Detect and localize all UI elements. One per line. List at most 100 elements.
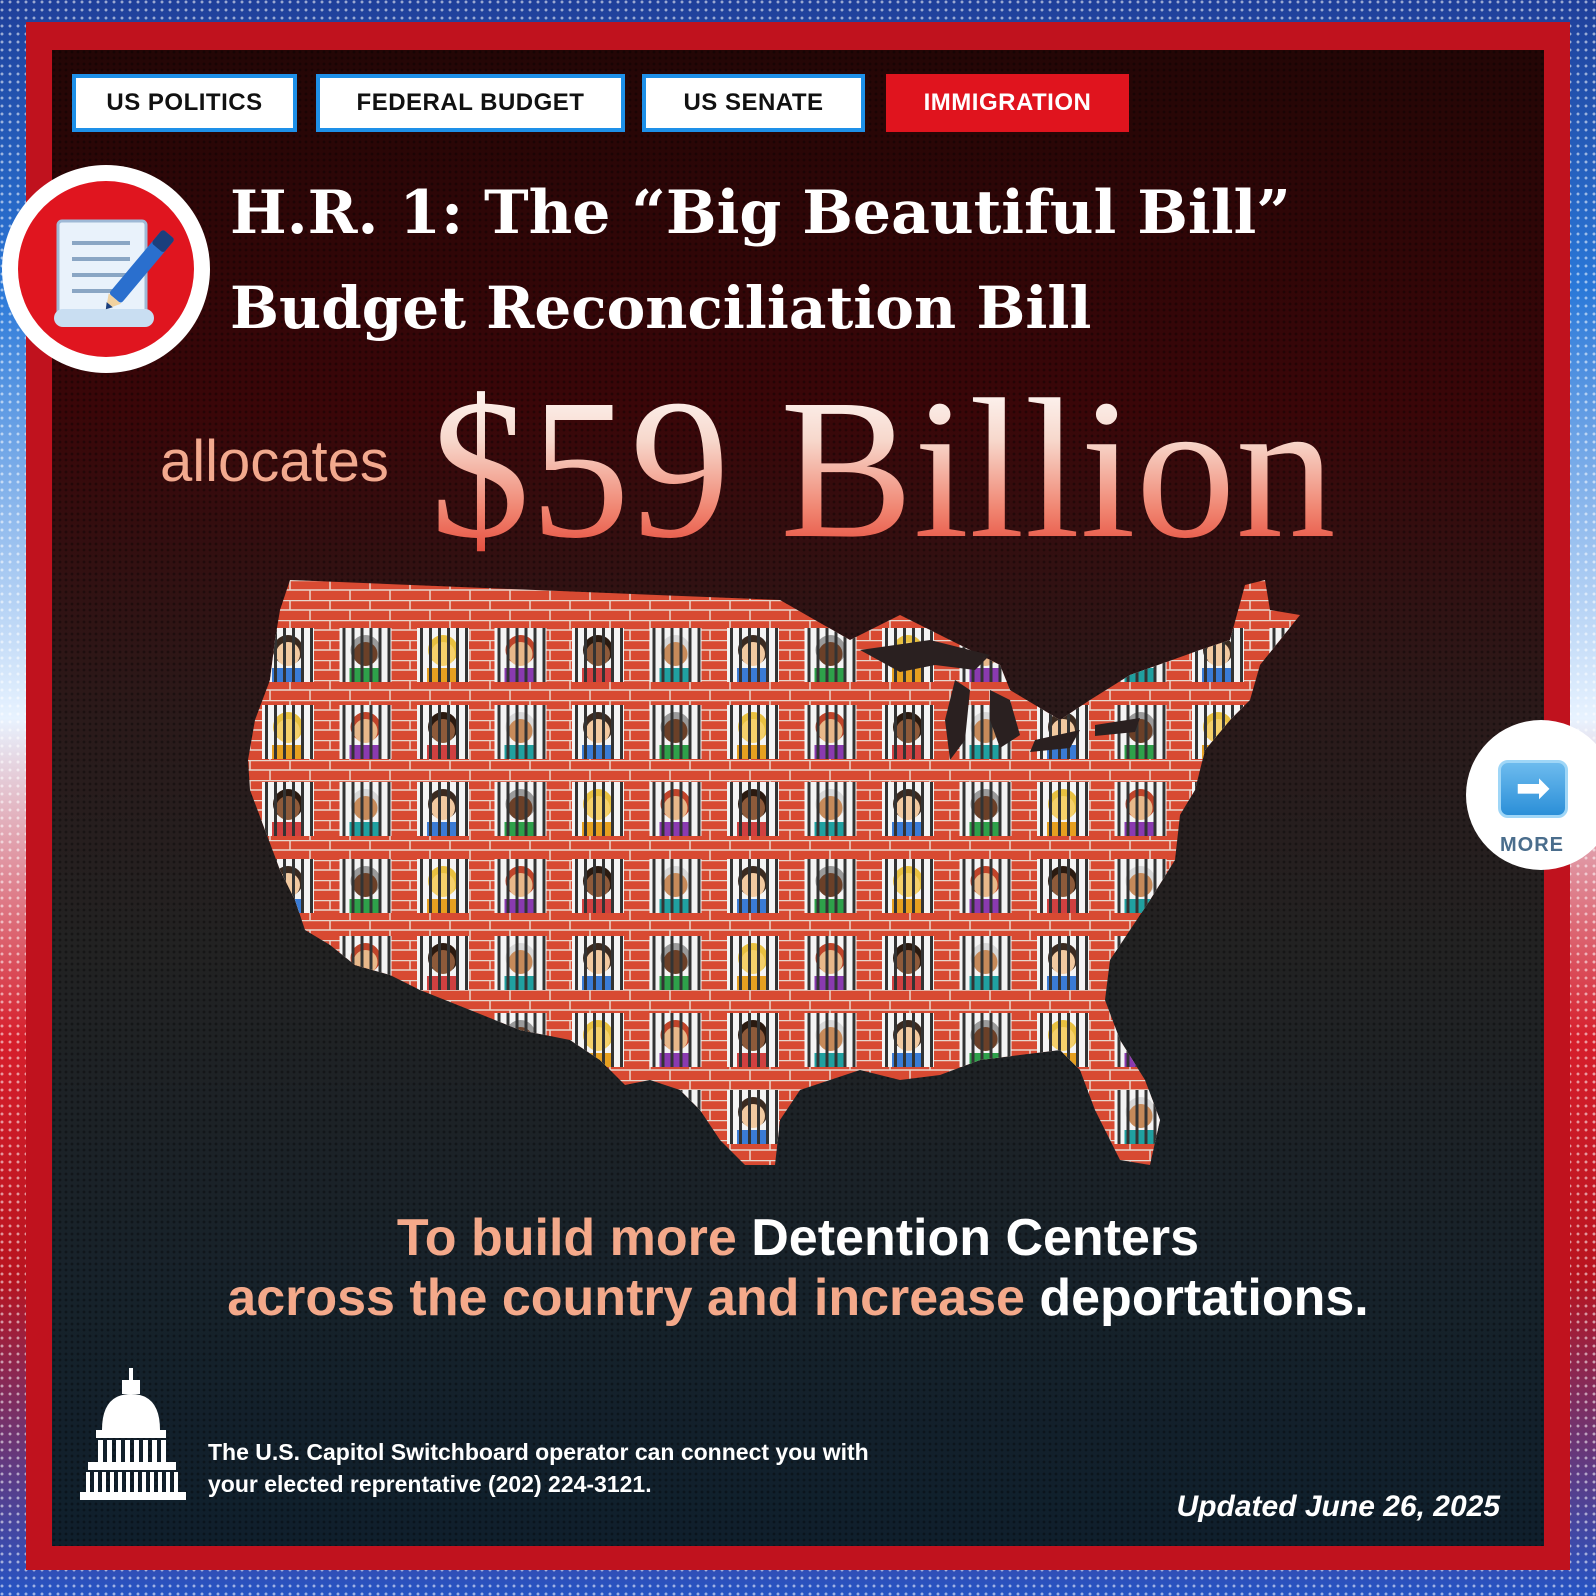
jail-cell-icon xyxy=(1192,705,1244,759)
jail-cell-icon xyxy=(417,936,469,990)
jail-cell-icon xyxy=(804,1013,857,1067)
jail-cell-icon xyxy=(882,705,934,759)
jail-cell-icon xyxy=(1192,1090,1244,1144)
jail-cell-icon xyxy=(494,859,547,913)
jail-cell-icon xyxy=(339,859,392,913)
jail-cell-icon xyxy=(882,936,934,990)
page-title-line1: H.R. 1: The “Big Beautiful Bill” xyxy=(230,178,1291,248)
tag-us-politics[interactable]: US POLITICS xyxy=(72,74,297,132)
tag-immigration[interactable]: IMMIGRATION xyxy=(886,74,1129,132)
jail-cell-icon xyxy=(1037,859,1089,913)
jail-cell-icon xyxy=(262,859,314,913)
jail-cell-icon xyxy=(727,628,779,682)
jail-cell-icon xyxy=(804,628,857,682)
jail-cell-icon xyxy=(494,628,547,682)
jail-cell-icon xyxy=(804,705,857,759)
jail-cell-icon xyxy=(649,705,702,759)
switchboard-note-line2: your elected reprentative (202) 224-3121… xyxy=(208,1471,652,1497)
jail-cell-icon xyxy=(1269,1013,1300,1067)
jail-cell-icon xyxy=(649,936,702,990)
jail-cell-icon xyxy=(1269,859,1300,913)
jail-cell-icon xyxy=(572,1090,624,1144)
caption-line1-emphasis-a: To build more xyxy=(396,1209,752,1267)
page-title-line2: Budget Reconciliation Bill xyxy=(230,274,1092,342)
jail-cell-icon xyxy=(339,1013,392,1067)
caption-line2: across the country and increase deportat… xyxy=(0,1268,1596,1328)
jail-cell-icon xyxy=(959,1090,1012,1144)
jail-cell-icon xyxy=(727,859,779,913)
jail-cell-icon xyxy=(1269,782,1300,836)
jail-cell-icon xyxy=(1192,782,1244,836)
jail-cell-icon xyxy=(1037,782,1089,836)
jail-cell-icon xyxy=(804,859,857,913)
jail-cell-icon xyxy=(494,1013,547,1067)
jail-cell-icon xyxy=(494,782,547,836)
jail-cell-icon xyxy=(882,859,934,913)
document-pen-icon xyxy=(2,165,210,373)
jail-cell-icon xyxy=(1114,936,1167,990)
jail-cell-icon xyxy=(1114,859,1167,913)
headline-amount: $59 Billion xyxy=(430,359,1336,580)
jail-cell-icon xyxy=(417,1013,469,1067)
jail-cell-icon xyxy=(572,1013,624,1067)
caption-line2-emphasis-a: across the country and increase xyxy=(227,1269,1040,1327)
jail-cell-icon xyxy=(1192,628,1244,682)
jail-cell-icon xyxy=(339,1090,392,1144)
jail-cell-icon xyxy=(417,705,469,759)
jail-cell-icon xyxy=(417,1090,469,1144)
jail-cell-icon xyxy=(494,936,547,990)
jail-cell-icon xyxy=(1192,936,1244,990)
switchboard-note-line1: The U.S. Capitol Switchboard operator ca… xyxy=(208,1439,869,1465)
jail-cell-icon xyxy=(1037,1090,1089,1144)
jail-cell-icon xyxy=(1037,1013,1089,1067)
jail-cell-icon xyxy=(959,1013,1012,1067)
more-label[interactable]: MORE xyxy=(1500,834,1564,856)
jail-cell-icon xyxy=(339,628,392,682)
tag-federal-budget[interactable]: FEDERAL BUDGET xyxy=(316,74,625,132)
jail-cell-icon xyxy=(1269,936,1300,990)
jail-cell-icon xyxy=(727,1013,779,1067)
tag-us-senate[interactable]: US SENATE xyxy=(642,74,865,132)
jail-cell-icon xyxy=(804,1090,857,1144)
caption-line2-emphasis-b: deportations. xyxy=(1039,1269,1369,1327)
jail-cell-icon xyxy=(262,628,314,682)
jail-cell-icon xyxy=(727,782,779,836)
jail-cell-icon xyxy=(804,782,857,836)
jail-cell-icon xyxy=(882,1013,934,1067)
jail-cell-icon xyxy=(649,1090,702,1144)
jail-cell-icon xyxy=(649,628,702,682)
jail-cell-icon xyxy=(1114,1013,1167,1067)
jail-cell-icon xyxy=(339,782,392,836)
jail-cell-icon xyxy=(727,936,779,990)
jail-cell-icon xyxy=(649,859,702,913)
jail-cell-icon xyxy=(262,705,314,759)
jail-cell-icon xyxy=(339,936,392,990)
jail-cell-icon xyxy=(417,859,469,913)
jail-cell-icon xyxy=(339,705,392,759)
jail-cell-icon xyxy=(262,1090,314,1144)
jail-cell-icon xyxy=(417,628,469,682)
updated-date: Updated June 26, 2025 xyxy=(1176,1490,1500,1523)
jail-cell-icon xyxy=(572,936,624,990)
jail-cell-icon xyxy=(494,705,547,759)
jail-cell-icon xyxy=(1037,628,1089,682)
caption-line1-emphasis-b: Detention Centers xyxy=(751,1209,1200,1267)
jail-cell-icon xyxy=(1037,936,1089,990)
jail-cell-icon xyxy=(649,782,702,836)
jail-cell-icon xyxy=(882,1090,934,1144)
jail-cell-icon xyxy=(572,628,624,682)
caption-line1: To build more Detention Centers xyxy=(0,1208,1596,1268)
jail-cell-icon xyxy=(1114,782,1167,836)
headline-prefix: allocates xyxy=(160,429,389,494)
switchboard-note: The U.S. Capitol Switchboard operator ca… xyxy=(208,1436,928,1500)
jail-cell-icon xyxy=(1192,859,1244,913)
jail-cell-icon xyxy=(417,782,469,836)
jail-cell-icon xyxy=(262,1013,314,1067)
jail-cell-icon xyxy=(649,1013,702,1067)
jail-cell-icon xyxy=(494,1090,547,1144)
jail-cell-icon xyxy=(727,705,779,759)
jail-cell-icon xyxy=(572,859,624,913)
right-arrow-icon[interactable]: ➡ xyxy=(1498,760,1568,818)
jail-cell-icon xyxy=(1269,705,1300,759)
